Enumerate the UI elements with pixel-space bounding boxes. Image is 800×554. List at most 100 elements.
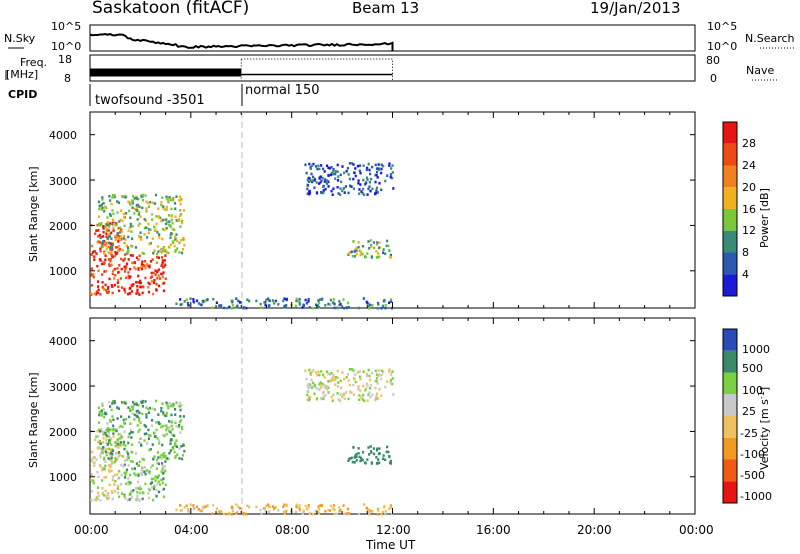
velocity-cell	[140, 472, 143, 475]
power-cell	[374, 163, 377, 167]
power-cell	[130, 290, 133, 293]
velocity-cell	[99, 455, 102, 459]
power-cell	[147, 201, 150, 205]
power-cell	[141, 291, 144, 295]
velocity-cell	[356, 370, 360, 374]
power-cell	[90, 273, 93, 277]
power-cell	[344, 185, 348, 188]
colorbar-swatch	[723, 252, 737, 275]
power-cell	[155, 261, 158, 264]
velocity-cell	[153, 455, 156, 458]
power-cell	[180, 219, 184, 223]
velocity-cell	[154, 475, 157, 478]
power-cell	[178, 219, 181, 223]
power-cell	[295, 299, 298, 303]
power-cell	[108, 233, 111, 236]
power-cell	[320, 164, 323, 167]
velocity-cell	[365, 506, 368, 510]
power-cell	[192, 300, 195, 304]
velocity-cell	[144, 400, 147, 403]
velocity-cell	[323, 384, 327, 387]
power-cell	[108, 199, 112, 202]
velocity-cell	[138, 441, 141, 444]
velocity-cell	[107, 491, 110, 495]
power-cell	[374, 173, 377, 177]
power-cell	[128, 287, 131, 290]
velocity-cell	[380, 394, 383, 398]
power-cell	[94, 232, 97, 236]
velocity-cell	[108, 418, 112, 422]
velocity-cell	[129, 450, 133, 454]
velocity-cell	[148, 470, 151, 474]
power-cell	[108, 212, 112, 216]
velocity-cell	[156, 482, 159, 486]
velocity-cell	[102, 493, 106, 497]
velocity-ytick-3000: 3000	[49, 381, 77, 394]
power-cell	[101, 273, 104, 276]
power-cell	[366, 193, 369, 196]
power-cell	[168, 223, 171, 227]
power-cell	[368, 185, 371, 188]
velocity-cell	[362, 384, 365, 388]
velocity-cell	[111, 475, 115, 479]
power-cell	[169, 243, 172, 246]
velocity-cell	[123, 463, 126, 467]
velocity-cell	[115, 428, 118, 431]
velocity-cell	[178, 420, 182, 424]
velocity-cell	[98, 439, 101, 443]
power-cell	[182, 236, 185, 240]
power-cell	[389, 298, 393, 301]
velocity-cell	[343, 397, 346, 400]
velocity-cell	[337, 381, 340, 384]
power-cell	[180, 251, 184, 255]
velocity-cell	[371, 371, 374, 375]
power-cell	[138, 254, 141, 258]
velocity-cell	[352, 393, 356, 397]
velocity-cell	[375, 395, 378, 398]
power-cell	[274, 299, 277, 303]
velocity-cell	[155, 488, 158, 492]
velocity-cell	[307, 503, 310, 507]
power-cell	[167, 251, 170, 255]
power-cell	[336, 170, 339, 174]
power-cell	[131, 206, 134, 209]
power-cell	[351, 254, 354, 258]
velocity-cell	[173, 444, 177, 448]
power-cell	[391, 164, 394, 167]
velocity-cell	[114, 479, 117, 483]
velocity-cell	[113, 483, 116, 486]
velocity-cell	[330, 377, 333, 381]
power-cell	[141, 193, 144, 197]
power-cell	[317, 305, 321, 309]
power-cell	[268, 299, 271, 302]
velocity-cell	[112, 418, 115, 422]
velocity-cell	[143, 424, 146, 427]
velocity-cell	[315, 397, 319, 400]
velocity-cell	[370, 451, 373, 454]
velocity-cell	[223, 512, 226, 516]
power-cell	[127, 258, 130, 261]
velocity-cell	[128, 498, 131, 501]
power-cell	[362, 164, 365, 168]
power-cell	[165, 226, 168, 230]
velocity-cell	[167, 457, 170, 461]
power-cell	[174, 248, 177, 252]
velocity-cb-label-end: ]	[758, 387, 771, 391]
power-cell	[330, 165, 333, 169]
power-cell	[160, 219, 163, 223]
power-cell	[137, 258, 140, 261]
power-cell	[109, 259, 112, 263]
power-cell	[122, 212, 125, 216]
velocity-cell	[170, 421, 173, 424]
power-cell	[322, 191, 325, 195]
power-cell	[111, 193, 115, 197]
velocity-cell	[358, 398, 361, 402]
power-cell	[107, 285, 110, 289]
velocity-cell	[141, 497, 144, 501]
velocity-cell	[136, 494, 139, 498]
velocity-cell	[101, 447, 104, 451]
velocity-cell	[164, 454, 167, 458]
velocity-cell	[378, 447, 381, 450]
power-cell	[116, 245, 119, 249]
velocity-cell	[129, 428, 132, 432]
